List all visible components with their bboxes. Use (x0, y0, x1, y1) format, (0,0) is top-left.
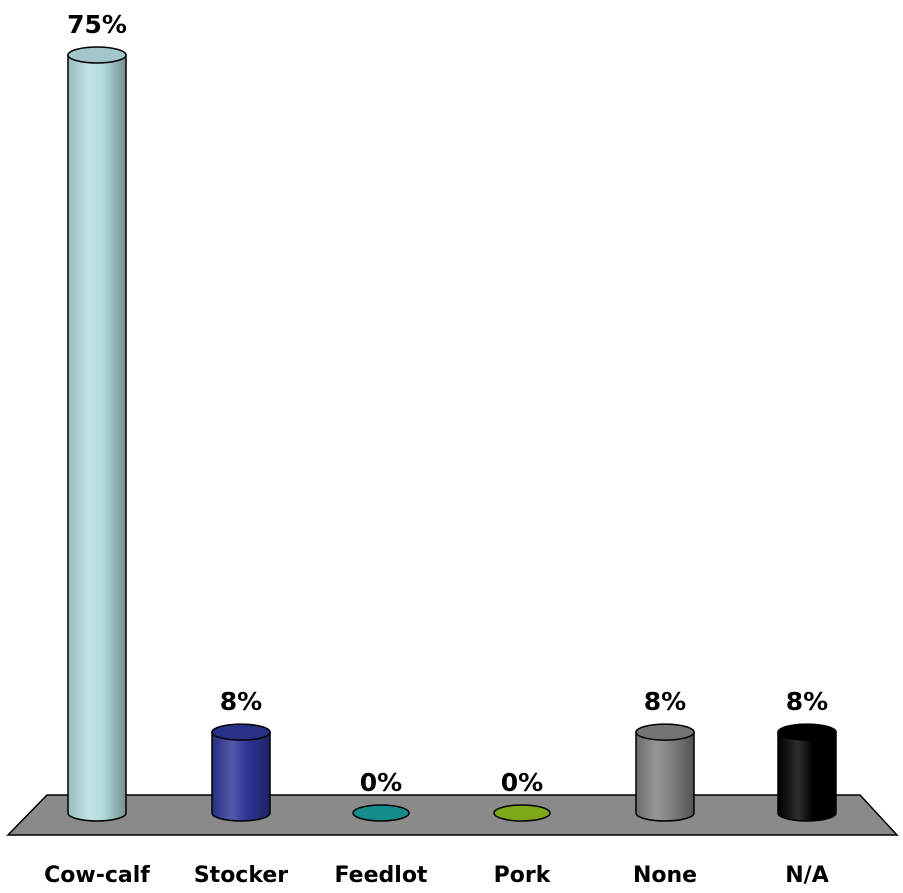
bar-body-cow-calf (67, 54, 127, 822)
bar-n-a (777, 723, 837, 822)
bar-none (635, 723, 695, 822)
bar-top-pork (493, 804, 551, 822)
category-label-cow-calf: Cow-calf (44, 863, 150, 888)
bar-body-n-a (777, 731, 837, 822)
value-label-stocker: 8% (220, 687, 262, 716)
value-label-none: 8% (644, 687, 686, 716)
category-label-stocker: Stocker (194, 863, 288, 888)
bar-pork (493, 804, 551, 822)
bar-top-none (635, 723, 695, 741)
bar-body-stocker (211, 731, 271, 822)
category-labels-group: Cow-calf Stocker Feedlot Pork None N/A (44, 863, 829, 888)
bar-top-cow-calf (67, 46, 127, 64)
chart-floor (6, 794, 899, 836)
category-label-pork: Pork (494, 863, 552, 888)
value-label-cow-calf: 75% (67, 10, 127, 39)
bar-top-stocker (211, 723, 271, 741)
bar-stocker (211, 723, 271, 822)
category-label-n-a: N/A (785, 863, 828, 888)
bar-body-none (635, 731, 695, 822)
bar-feedlot (352, 804, 410, 822)
category-label-none: None (633, 863, 697, 888)
bar-top-n-a (777, 723, 837, 741)
category-label-feedlot: Feedlot (335, 863, 428, 888)
bar-top-feedlot (352, 804, 410, 822)
value-labels-group: 75% 8% 0% 0% 8% 8% (67, 10, 828, 797)
bars-group (67, 46, 837, 822)
value-label-feedlot: 0% (360, 768, 402, 797)
value-label-n-a: 8% (786, 687, 828, 716)
value-label-pork: 0% (501, 768, 543, 797)
bar-cow-calf (67, 46, 127, 822)
